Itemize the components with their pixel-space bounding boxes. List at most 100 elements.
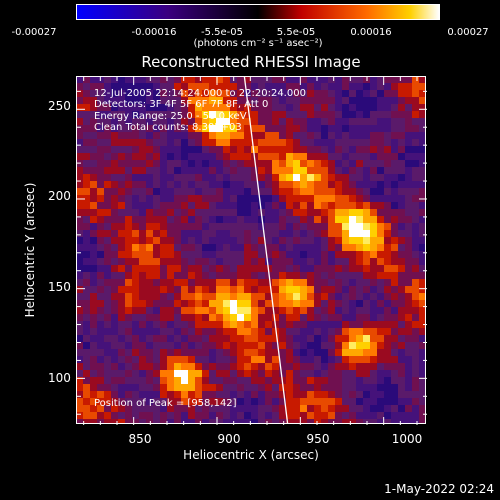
heatmap-cell bbox=[363, 370, 370, 377]
heatmap-cell bbox=[160, 356, 167, 363]
heatmap-cell bbox=[419, 83, 426, 90]
heatmap-cell bbox=[300, 356, 307, 363]
heatmap-cell bbox=[272, 335, 279, 342]
heatmap-cell bbox=[342, 195, 349, 202]
heatmap-cell bbox=[251, 209, 258, 216]
heatmap-cell bbox=[97, 153, 104, 160]
heatmap-cell bbox=[342, 139, 349, 146]
heatmap-cell bbox=[377, 265, 384, 272]
heatmap-cell bbox=[209, 202, 216, 209]
heatmap-cell bbox=[321, 181, 328, 188]
heatmap-cell bbox=[90, 230, 97, 237]
heatmap-cell bbox=[405, 104, 412, 111]
heatmap-cell bbox=[244, 405, 251, 412]
heatmap-cell bbox=[146, 419, 153, 424]
heatmap-cell bbox=[370, 153, 377, 160]
heatmap-cell bbox=[251, 258, 258, 265]
heatmap-cell bbox=[153, 251, 160, 258]
heatmap-cell bbox=[412, 307, 419, 314]
heatmap-cell bbox=[125, 181, 132, 188]
heatmap-cell bbox=[209, 83, 216, 90]
heatmap-cell bbox=[258, 97, 265, 104]
heatmap-cell bbox=[314, 328, 321, 335]
heatmap-cell bbox=[76, 174, 83, 181]
heatmap-cell bbox=[104, 272, 111, 279]
heatmap-cell bbox=[370, 174, 377, 181]
heatmap-cell bbox=[398, 97, 405, 104]
heatmap-cell bbox=[419, 314, 426, 321]
heatmap-cell bbox=[251, 160, 258, 167]
heatmap-cell bbox=[328, 412, 335, 419]
colorbar-tick: 0.00016 bbox=[350, 27, 392, 38]
heatmap-cell bbox=[412, 356, 419, 363]
heatmap-cell bbox=[321, 398, 328, 405]
heatmap-cell bbox=[209, 209, 216, 216]
heatmap-cell bbox=[244, 174, 251, 181]
heatmap-cell bbox=[384, 398, 391, 405]
heatmap-cell bbox=[104, 244, 111, 251]
heatmap-cell bbox=[307, 293, 314, 300]
heatmap-cell bbox=[300, 160, 307, 167]
heatmap-cell bbox=[104, 419, 111, 424]
heatmap-cell bbox=[377, 83, 384, 90]
heatmap-cell bbox=[244, 146, 251, 153]
heatmap-cell bbox=[160, 258, 167, 265]
heatmap-cell bbox=[216, 188, 223, 195]
heatmap-cell bbox=[272, 104, 279, 111]
heatmap-cell bbox=[139, 167, 146, 174]
heatmap-cell bbox=[321, 132, 328, 139]
heatmap-cell bbox=[405, 174, 412, 181]
heatmap-cell bbox=[146, 188, 153, 195]
heatmap-cell bbox=[237, 272, 244, 279]
heatmap-cell bbox=[286, 293, 293, 300]
heatmap-cell bbox=[83, 356, 90, 363]
heatmap-cell bbox=[125, 356, 132, 363]
heatmap-cell bbox=[118, 244, 125, 251]
heatmap-cell bbox=[125, 363, 132, 370]
heatmap-cell bbox=[286, 230, 293, 237]
heatmap-cell bbox=[356, 97, 363, 104]
heatmap-cell bbox=[342, 391, 349, 398]
heatmap-cell bbox=[258, 349, 265, 356]
heatmap-cell bbox=[377, 342, 384, 349]
heatmap-cell bbox=[384, 412, 391, 419]
heatmap-cell bbox=[405, 83, 412, 90]
heatmap-cell bbox=[97, 181, 104, 188]
solar-limb-line bbox=[243, 76, 289, 424]
heatmap-cell bbox=[419, 160, 426, 167]
heatmap-cell bbox=[188, 118, 195, 125]
heatmap-cell bbox=[405, 307, 412, 314]
heatmap-cell bbox=[377, 363, 384, 370]
heatmap-cell bbox=[202, 83, 209, 90]
heatmap-cell bbox=[111, 356, 118, 363]
heatmap-cell bbox=[307, 83, 314, 90]
heatmap-cell bbox=[160, 181, 167, 188]
heatmap-cell bbox=[321, 167, 328, 174]
heatmap-cell bbox=[167, 286, 174, 293]
heatmap-cell bbox=[209, 412, 216, 419]
heatmap-cell bbox=[321, 202, 328, 209]
heatmap-cell bbox=[398, 83, 405, 90]
heatmap-cell bbox=[195, 118, 202, 125]
heatmap-cell bbox=[244, 412, 251, 419]
heatmap-cell bbox=[76, 139, 83, 146]
heatmap-cell bbox=[237, 398, 244, 405]
heatmap-cell bbox=[153, 405, 160, 412]
heatmap-cell bbox=[223, 405, 230, 412]
heatmap-cell bbox=[237, 356, 244, 363]
heatmap-cell bbox=[286, 209, 293, 216]
heatmap-cell bbox=[209, 90, 216, 97]
heatmap-cell bbox=[342, 258, 349, 265]
heatmap-cell bbox=[391, 286, 398, 293]
heatmap-cell bbox=[405, 342, 412, 349]
heatmap-cell bbox=[244, 230, 251, 237]
heatmap-cell bbox=[202, 307, 209, 314]
heatmap-cell bbox=[314, 209, 321, 216]
heatmap-cell bbox=[83, 104, 90, 111]
heatmap-cell bbox=[391, 314, 398, 321]
heatmap-cell bbox=[356, 118, 363, 125]
heatmap-cell bbox=[195, 146, 202, 153]
heatmap-cell bbox=[321, 209, 328, 216]
heatmap-cell bbox=[153, 314, 160, 321]
heatmap-cell bbox=[405, 391, 412, 398]
